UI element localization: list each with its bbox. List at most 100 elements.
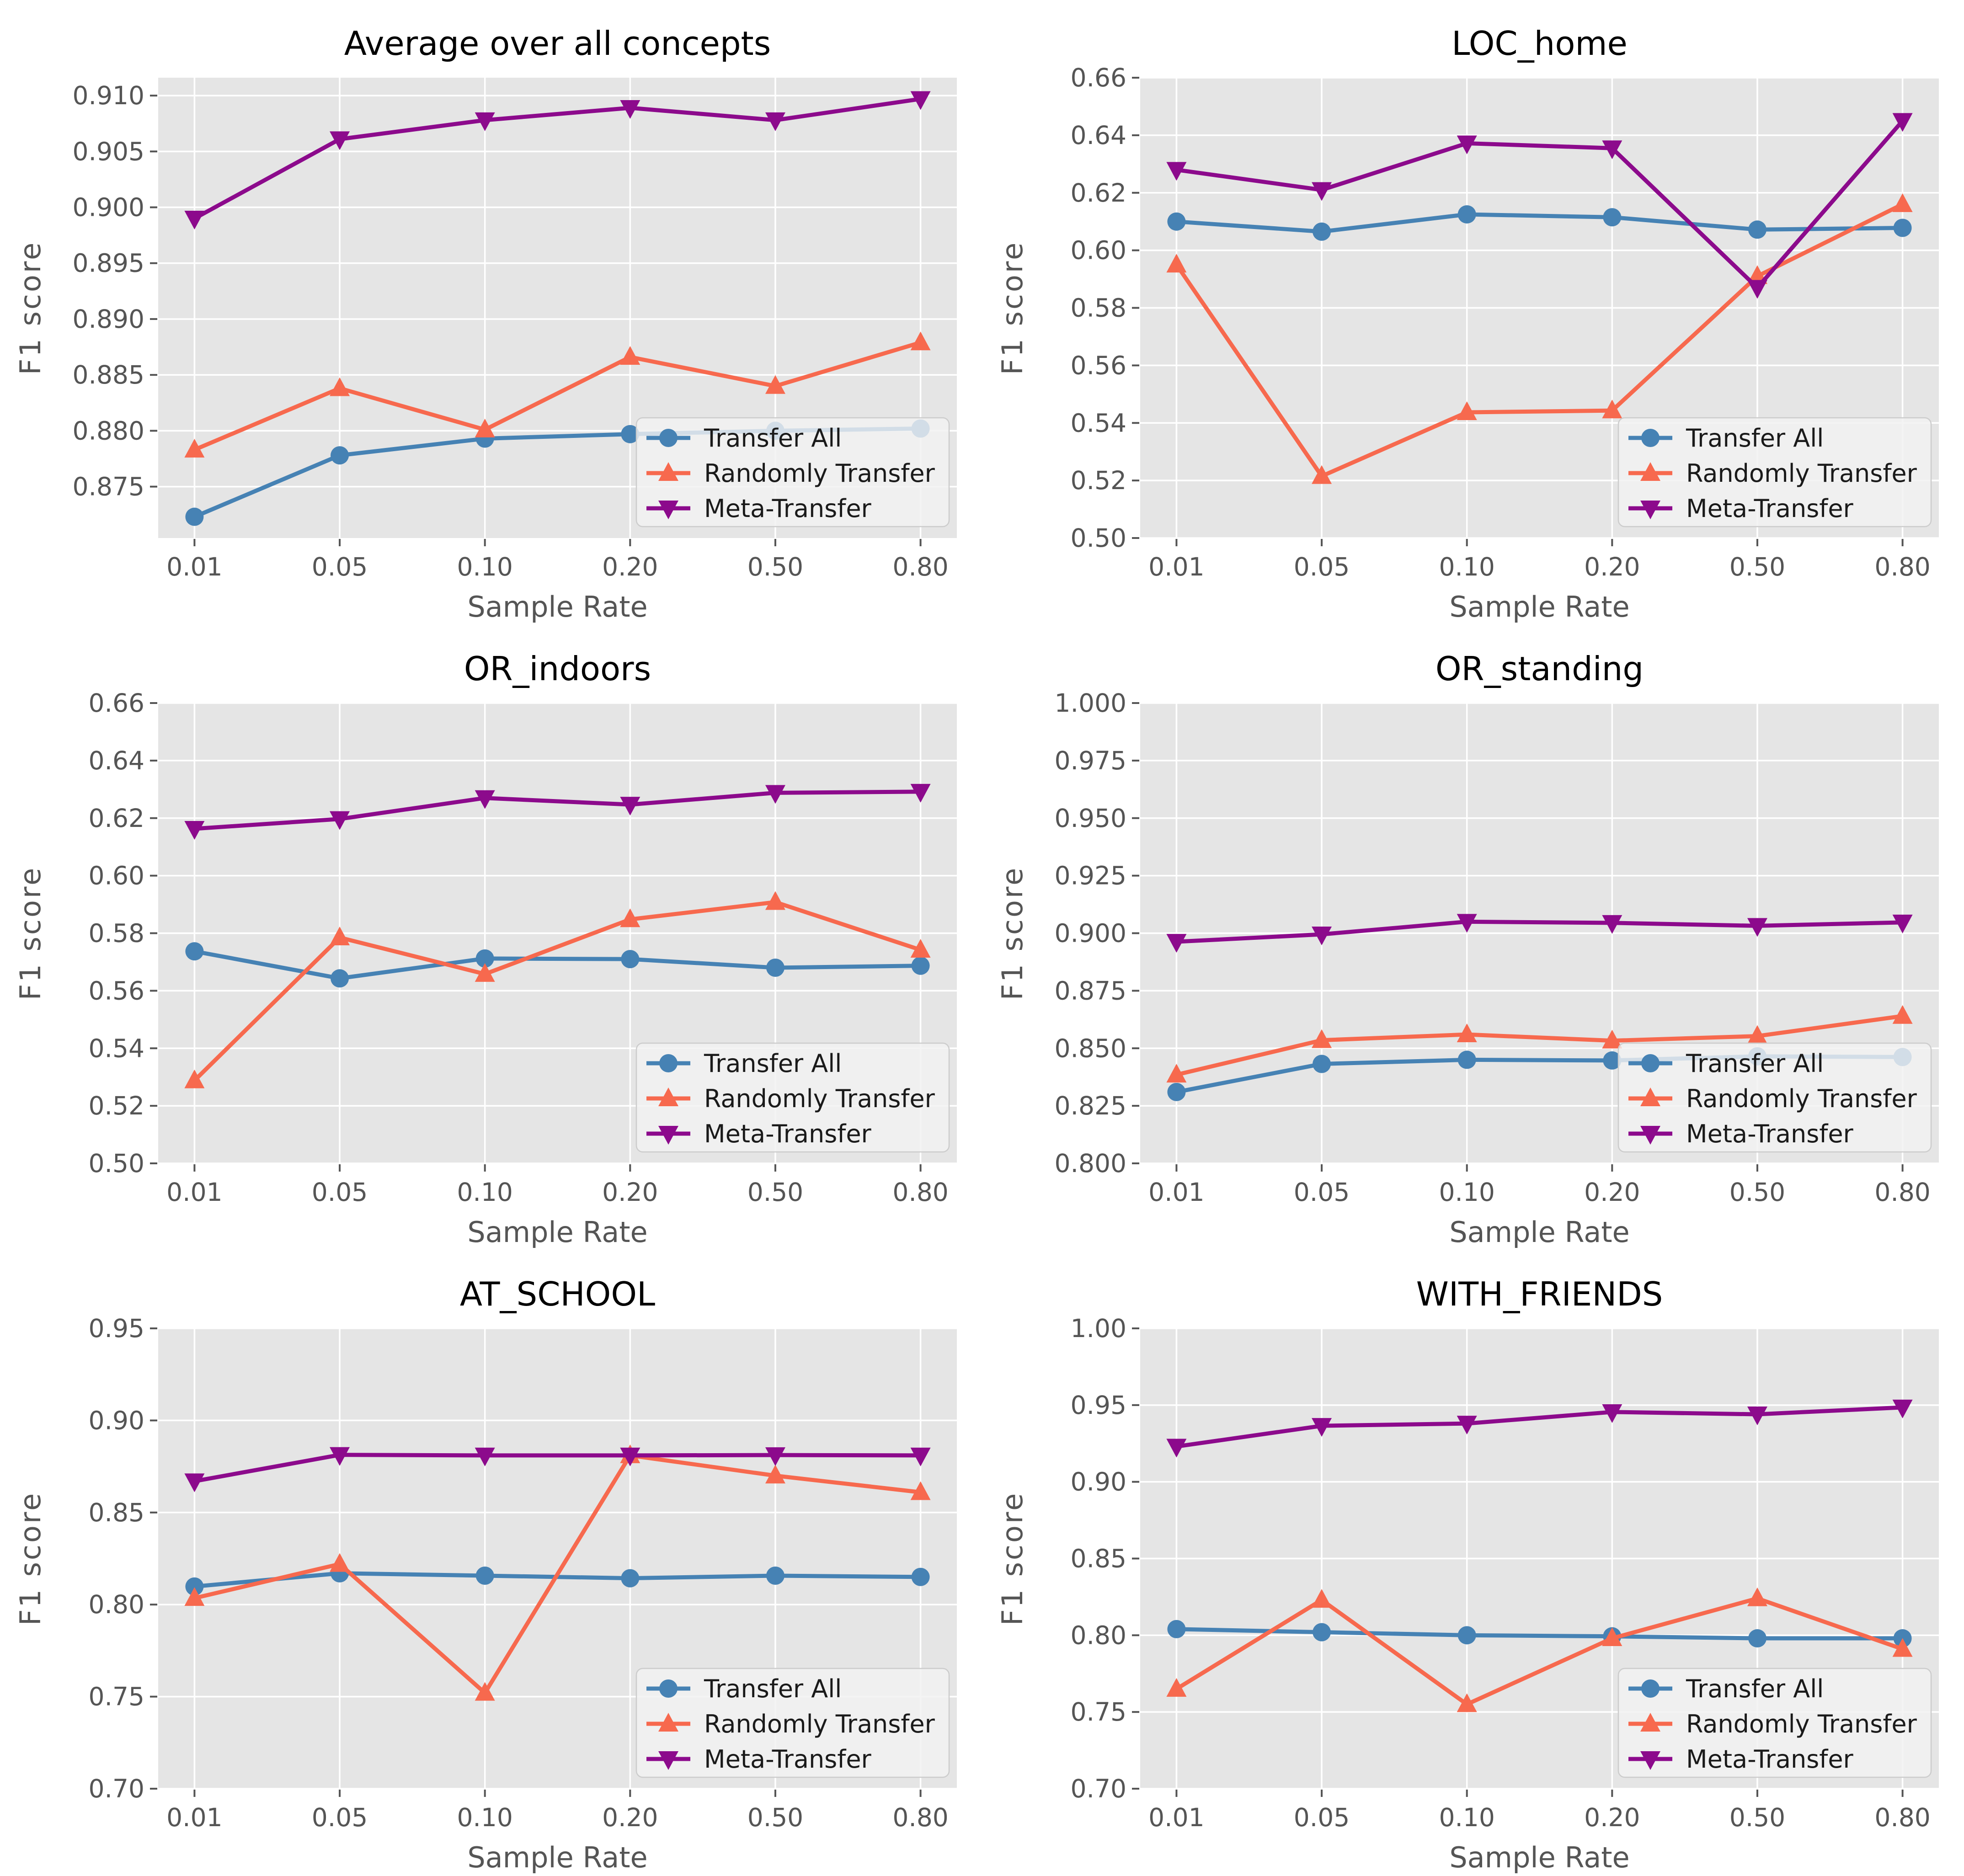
x-tick-label: 0.10	[1439, 1178, 1494, 1207]
marker-randomly-transfer	[1892, 1638, 1913, 1657]
legend: Transfer All Randomly Transfer Meta-Transf…	[1617, 1668, 1932, 1778]
x-tick-label: 0.10	[457, 1803, 512, 1832]
legend-marker-meta-transfer	[1640, 1751, 1660, 1770]
marker-randomly-transfer	[330, 377, 350, 396]
marker-randomly-transfer	[184, 1069, 205, 1088]
axes: 0.01 0.05 0.10 0.20 0.50 0.80 0.800 0.825 0.850 0…	[1055, 688, 1931, 1207]
y-tick-label: 0.60	[89, 861, 144, 890]
series-meta-transfer	[1166, 113, 1913, 299]
y-tick-label: 0.62	[89, 804, 144, 833]
y-tick-label: 0.85	[1071, 1544, 1126, 1573]
chart-or-standing: 0.01 0.05 0.10 0.20 0.50 0.80 0.800 0.825 0.850 0…	[982, 625, 1964, 1251]
legend-box	[635, 1042, 950, 1153]
marker-meta-transfer	[1166, 1439, 1187, 1458]
legend-item-transfer-all: Transfer All	[1628, 1049, 1824, 1078]
y-tick-label: 0.895	[73, 249, 144, 278]
legend-item-randomly-transfer: Randomly Transfer	[646, 459, 935, 488]
series-randomly-transfer	[184, 891, 931, 1088]
legend-label-meta-transfer: Meta-Transfer	[704, 494, 872, 523]
y-tick-label: 0.825	[1055, 1091, 1126, 1120]
y-tick-label: 0.56	[1071, 351, 1126, 380]
marker-transfer-all	[911, 1567, 930, 1586]
legend-item-meta-transfer: Meta-Transfer	[646, 494, 872, 523]
y-tick-label: 0.70	[89, 1774, 144, 1803]
x-tick-label: 0.01	[1148, 1803, 1204, 1832]
marker-randomly-transfer	[1892, 193, 1913, 212]
y-tick-label: 0.910	[73, 81, 144, 110]
marker-meta-transfer	[475, 112, 495, 131]
chart-with-friends: 0.01 0.05 0.10 0.20 0.50 0.80 0.70 0.75 0.80 0.85…	[982, 1251, 1964, 1876]
marker-transfer-all	[1603, 208, 1622, 227]
marker-meta-transfer	[1747, 280, 1767, 299]
marker-randomly-transfer	[910, 1481, 931, 1500]
series-line-randomly-transfer	[192, 1453, 923, 1695]
legend-item-transfer-all: Transfer All	[646, 424, 842, 453]
legend-item-meta-transfer: Meta-Transfer	[1628, 1745, 1854, 1774]
legend-marker-randomly-transfer	[1640, 462, 1660, 481]
marker-randomly-transfer	[1747, 1587, 1767, 1606]
x-tick-label: 0.05	[1294, 1803, 1350, 1832]
chart-canvas-loc-home: 0.01 0.05 0.10 0.20 0.50 0.80 0.50 0.52 0.54 0.56…	[996, 24, 1939, 624]
y-tick-label: 0.880	[73, 416, 144, 445]
x-axis-label: Sample Rate	[1449, 590, 1629, 624]
x-tick-label: 0.20	[1584, 1178, 1640, 1207]
marker-transfer-all	[621, 1569, 640, 1588]
marker-transfer-all	[475, 949, 494, 968]
marker-meta-transfer	[1457, 1416, 1477, 1435]
marker-transfer-all	[1893, 219, 1912, 237]
x-tick-label: 0.05	[1294, 552, 1350, 581]
marker-meta-transfer	[1747, 1406, 1767, 1425]
x-tick-label: 0.10	[457, 1178, 512, 1207]
x-tick-label: 0.50	[747, 1178, 803, 1207]
x-tick-label: 0.20	[602, 1178, 658, 1207]
marker-randomly-transfer	[1602, 1627, 1622, 1647]
legend-marker-randomly-transfer	[658, 462, 678, 481]
legend-marker-transfer-all	[1641, 429, 1660, 447]
marker-meta-transfer	[1166, 162, 1187, 181]
marker-meta-transfer	[1312, 927, 1332, 946]
series-line-randomly-transfer	[1174, 1596, 1905, 1706]
x-tick-label: 0.10	[1439, 1803, 1494, 1832]
legend-box	[1617, 1042, 1932, 1153]
marker-meta-transfer	[184, 821, 205, 840]
chart-at-school: 0.01 0.05 0.10 0.20 0.50 0.80 0.70 0.75 0.80 0.85…	[0, 1251, 982, 1876]
chart-average-over-all-concepts: 0.01 0.05 0.10 0.20 0.50 0.80 0.875 0.880 0.885 0…	[0, 0, 982, 625]
marker-meta-transfer	[1166, 934, 1187, 953]
marker-transfer-all	[1457, 205, 1476, 224]
legend-item-randomly-transfer: Randomly Transfer	[1628, 1710, 1917, 1738]
y-axis-label: F1 score	[14, 866, 47, 1000]
legend-box	[635, 417, 950, 528]
marker-transfer-all	[185, 1577, 204, 1596]
legend-item-randomly-transfer: Randomly Transfer	[646, 1084, 935, 1113]
marker-transfer-all	[185, 507, 204, 526]
y-tick-label: 0.60	[1071, 236, 1126, 265]
legend-item-transfer-all: Transfer All	[646, 1049, 842, 1078]
marker-meta-transfer	[1892, 914, 1913, 933]
marker-randomly-transfer	[1457, 401, 1477, 420]
marker-meta-transfer	[765, 112, 785, 131]
marker-transfer-all	[1167, 212, 1186, 231]
marker-transfer-all	[1457, 1626, 1476, 1645]
x-tick-label: 0.01	[166, 1178, 222, 1207]
series-transfer-all	[1167, 205, 1912, 241]
grid	[158, 1327, 957, 1790]
legend-marker-meta-transfer	[1640, 1126, 1660, 1145]
series-line-meta-transfer	[192, 1453, 923, 1483]
legend-label-meta-transfer: Meta-Transfer	[1686, 1119, 1854, 1148]
legend-marker-transfer-all	[1641, 1054, 1660, 1072]
legend: Transfer All Randomly Transfer Meta-Transf…	[1617, 1042, 1932, 1153]
x-tick-label: 0.50	[1729, 552, 1785, 581]
chart-canvas-at-school: 0.01 0.05 0.10 0.20 0.50 0.80 0.70 0.75 0.80 0.85…	[14, 1275, 957, 1874]
legend-marker-meta-transfer	[658, 1751, 678, 1770]
series-line-meta-transfer	[192, 96, 923, 221]
y-tick-label: 0.850	[1055, 1034, 1126, 1063]
y-tick-label: 0.80	[89, 1590, 144, 1619]
y-tick-label: 1.00	[1071, 1314, 1126, 1343]
series-randomly-transfer	[1166, 1005, 1913, 1083]
legend: Transfer All Randomly Transfer Meta-Transf…	[635, 1668, 950, 1778]
y-tick-label: 0.52	[89, 1091, 144, 1120]
legend-marker-randomly-transfer	[658, 1087, 678, 1106]
y-axis-label: F1 score	[14, 1492, 47, 1626]
marker-meta-transfer	[1602, 1404, 1622, 1423]
y-tick-label: 0.95	[89, 1314, 144, 1343]
